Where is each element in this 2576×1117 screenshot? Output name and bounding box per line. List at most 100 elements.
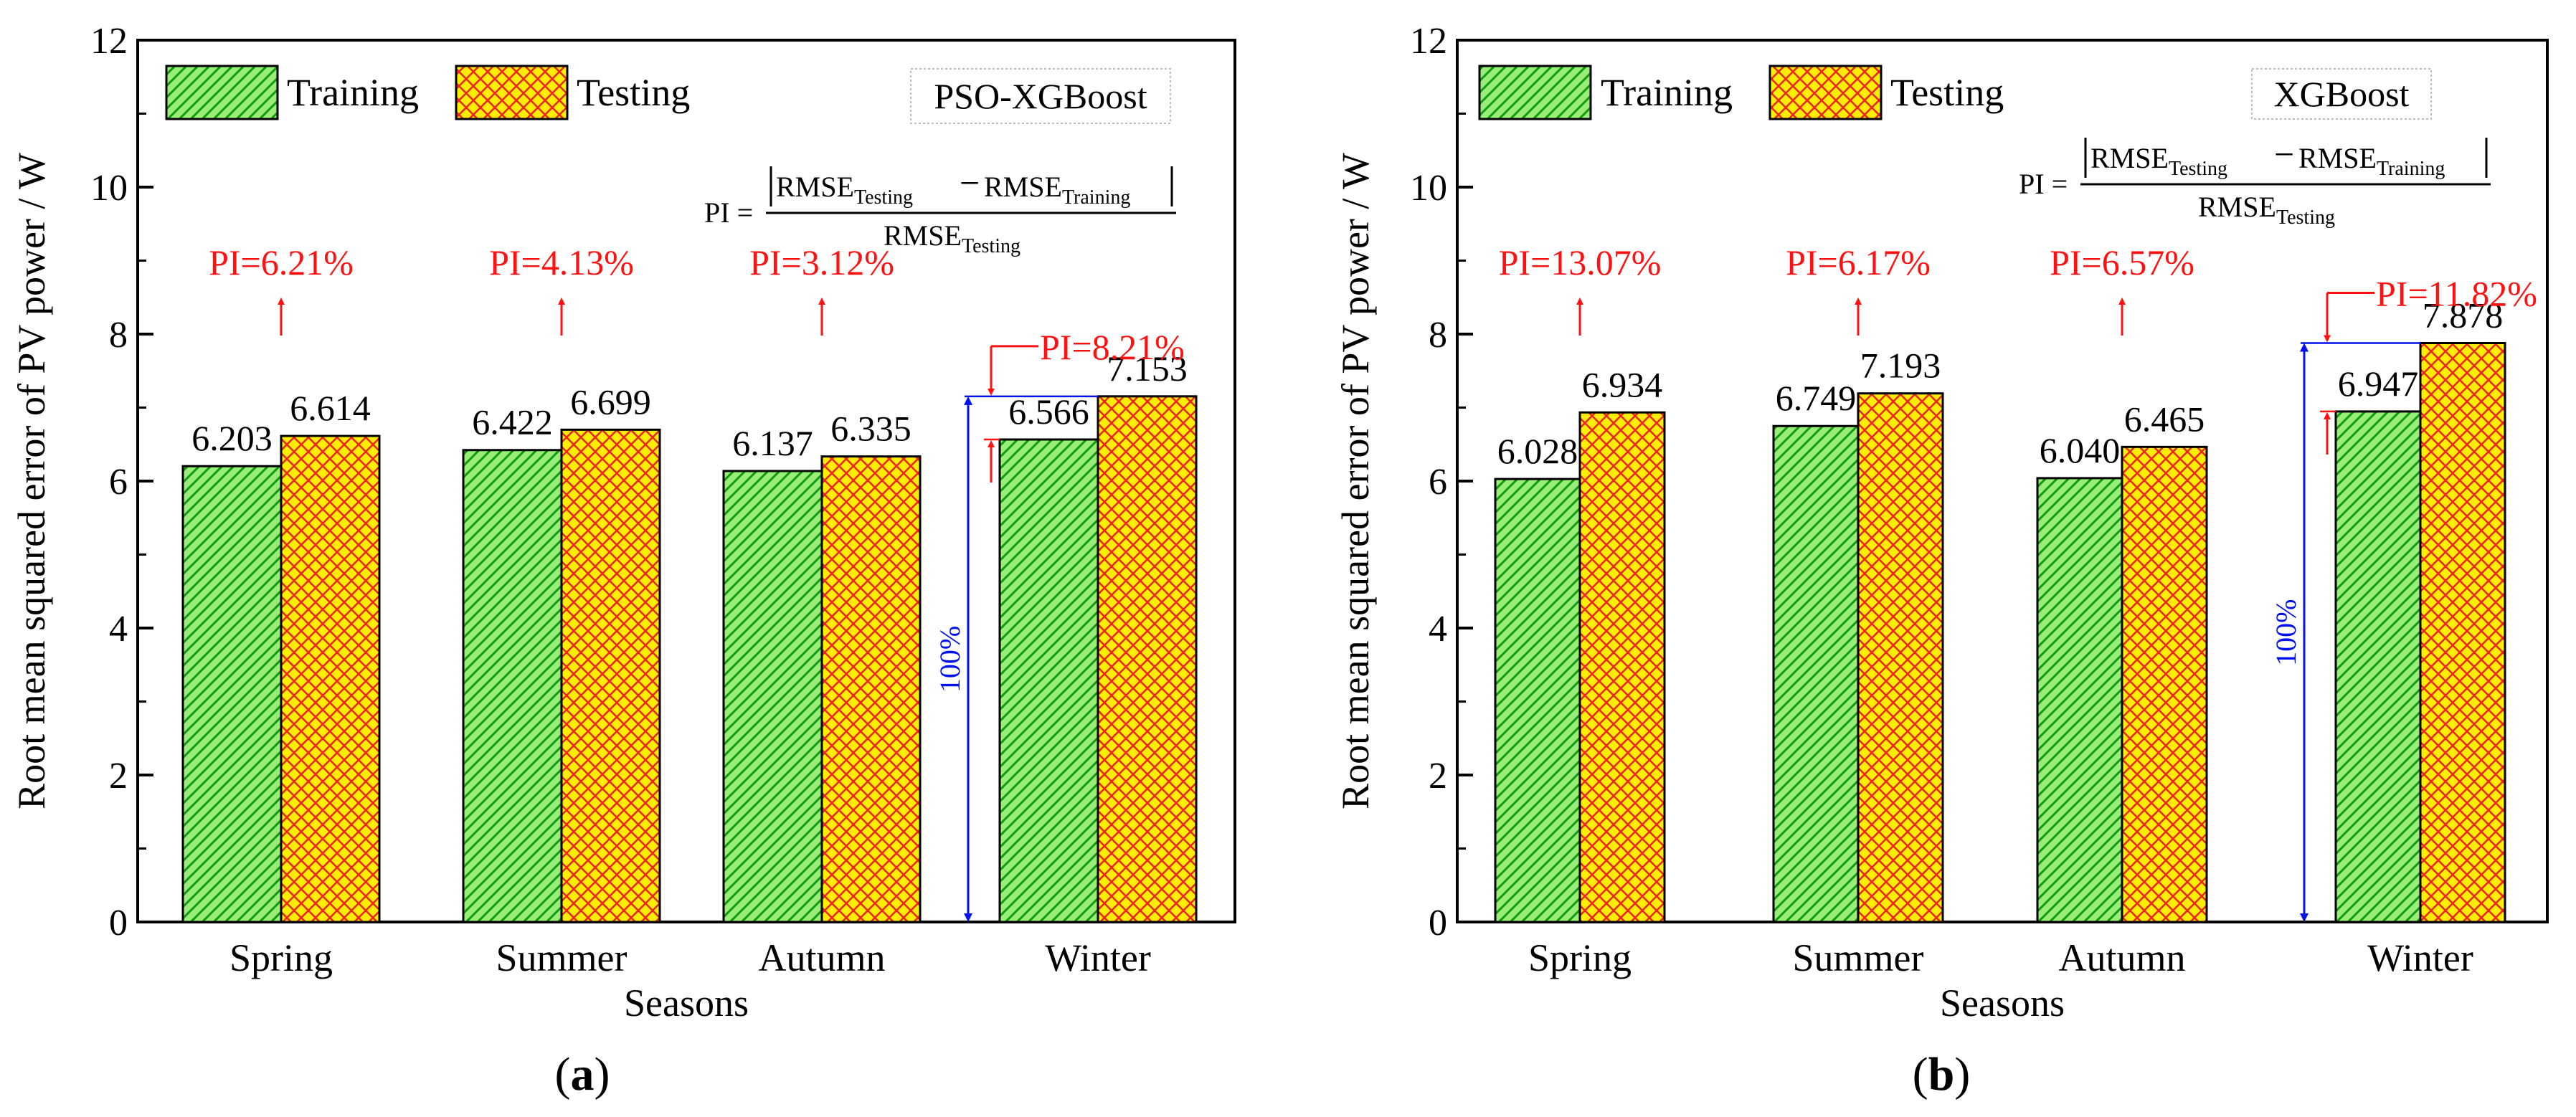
pi-formula: PI = RMSETesting − RMSETraining RMSETest… [2019,134,2491,229]
training-value-label: 6.947 [2338,363,2419,404]
model-label-border [910,68,1171,124]
bars [181,395,1198,923]
x-axis-label: Seasons [1940,981,2065,1025]
testing-bar-winter [2419,342,2506,923]
training-bar-winter [2334,410,2422,923]
testing-bar-spring [1578,411,1666,923]
formula-denominator: RMSETesting [884,219,1021,257]
winter-span-annotation: PI=8.21% 100% [934,327,1185,922]
formula-num-b-main: RMSE [2298,142,2377,174]
training-value-label: 6.422 [472,402,553,442]
x-tick-label: Autumn [758,936,885,979]
formula-numerator-a: RMSETesting [2090,142,2227,180]
formula-numerator-b: RMSETraining [2298,142,2445,180]
formula-den-main: RMSE [884,219,962,252]
formula-den-sub: Testing [2276,206,2335,229]
training-value-label: 6.203 [191,418,273,458]
legend-training-label: Training [287,71,419,114]
model-label-box: PSO-XGBoost [910,68,1171,124]
model-label: XGBoost [2274,74,2410,114]
y-tick-label: 12 [1410,21,1447,62]
testing-bar-spring [280,434,381,923]
training-bar-spring [181,465,283,923]
panel-letter: a [571,1048,595,1101]
formula-minus: − [2274,134,2294,174]
testing-bar-autumn [820,455,922,923]
y-axis-label: Root mean squared error of PV power / W [1334,153,1377,809]
formula-denominator: RMSETesting [2198,191,2335,229]
axis-ticks: 0 2 4 6 8 10 12 Spring Summer Autumn Winter [1410,21,2473,979]
y-tick-label: 6 [1429,462,1447,503]
bars [1494,342,2506,923]
training-value-label: 6.040 [2040,430,2121,470]
x-tick-label: Spring [1528,936,1632,979]
legend-testing-swatch [455,65,569,120]
panel-label: (b) [1913,1048,1971,1101]
formula-num-a-main: RMSE [776,171,854,203]
y-tick-label: 12 [90,21,128,62]
winter-span-annotation: PI=11.82% 100% [2270,274,2537,922]
y-tick-label: 2 [1429,756,1447,797]
pi-label: PI=6.21% [209,242,354,282]
x-axis-label: Seasons [624,981,749,1025]
bar-value-labels: 6.203 6.614 6.422 6.699 6.137 6.335 6.566 7.153 [191,348,1188,463]
pi-label: PI=3.12% [749,242,894,282]
formula-minus: − [960,163,980,203]
panel-label: (a) [555,1048,610,1101]
x-tick-label: Summer [496,936,628,979]
model-label-border [2251,68,2432,120]
y-axis-label: Root mean squared error of PV power / W [10,153,53,809]
y-tick-label: 4 [1429,609,1447,650]
training-bar-summer [1772,424,1860,923]
x-tick-label: Winter [2367,936,2473,979]
hundred-percent-label: 100% [2270,599,2302,666]
pi-annotations: PI=6.21% PI=4.13% PI=3.12% [209,242,894,336]
legend-testing-swatch [1768,65,1883,120]
training-value-label: 6.137 [732,423,813,463]
training-bar-winter [998,438,1099,923]
y-tick-label: 8 [1429,315,1447,356]
pi-label: PI=6.17% [1786,242,1931,282]
y-tick-label: 0 [109,903,128,943]
formula-numerator-a: RMSETesting [776,171,913,209]
pi-annotations: PI=13.07% PI=6.17% PI=6.57% [1499,242,2194,336]
testing-value-label: 6.465 [2124,399,2205,439]
testing-value-label: 7.193 [1860,346,1941,386]
panel-b: Root mean squared error of PV power / W … [1334,21,2549,1101]
y-tick-label: 6 [109,462,128,503]
training-value-label: 6.749 [1776,378,1857,418]
x-tick-label: Autumn [2058,936,2185,979]
y-tick-label: 2 [109,756,128,797]
pi-label: PI=13.07% [1499,242,1662,282]
testing-bar-autumn [2121,445,2208,923]
x-tick-label: Summer [1793,936,1924,979]
training-bar-autumn [722,470,823,923]
model-label-box: XGBoost [2251,68,2432,120]
legend-training-label: Training [1601,71,1733,114]
formula-num-b-sub: Training [1062,186,1130,209]
testing-value-label: 7.153 [1107,348,1188,389]
hundred-percent-label: 100% [934,626,966,693]
formula-lhs: PI = [704,196,753,229]
pi-label: PI=4.13% [489,242,634,282]
testing-bar-winter [1097,395,1198,923]
training-bar-spring [1494,477,1581,923]
axis-ticks: 0 2 4 6 8 10 12 Spring Summer Autumn Winter [90,21,1151,979]
y-tick-label: 4 [109,609,128,650]
pi-formula: PI = RMSETesting − RMSETraining RMSETest… [704,163,1176,257]
legend-training-swatch [1478,65,1592,120]
formula-num-a-sub: Testing [854,186,913,209]
legend: Training Testing [165,65,690,120]
x-tick-label: Spring [229,936,333,979]
panel-letter: b [1928,1048,1955,1101]
testing-value-label: 6.335 [830,409,911,449]
y-tick-label: 8 [109,315,128,356]
formula-numerator-b: RMSETraining [984,171,1130,209]
x-tick-label: Winter [1045,936,1151,979]
model-label: PSO-XGBoost [934,76,1147,116]
training-value-label: 6.566 [1008,391,1089,432]
y-tick-label: 10 [90,168,128,209]
formula-lhs: PI = [2019,168,2068,200]
formula-num-a-sub: Testing [2169,158,2227,180]
